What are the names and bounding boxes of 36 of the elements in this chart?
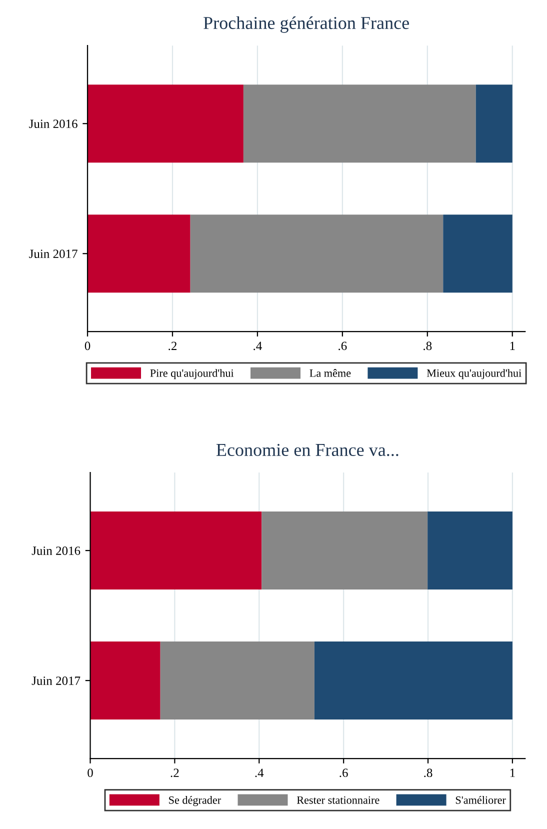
x-tick-label: 0 xyxy=(84,342,90,350)
legend-label: Mieux qu'aujourd'hui xyxy=(426,369,522,380)
bar xyxy=(443,214,512,293)
bar xyxy=(90,512,262,590)
y-tick-label: Juin 2017 xyxy=(29,250,78,258)
y-tick-label: Juin 2017 xyxy=(32,676,80,685)
legend-label: Rester stationnaire xyxy=(296,796,380,804)
chart-title: Economie en France va... xyxy=(216,444,398,456)
x-tick-label: 1 xyxy=(510,342,515,350)
x-tick-label: .2 xyxy=(170,768,179,778)
x-tick-label: .6 xyxy=(338,342,347,350)
x-tick-label: .6 xyxy=(340,768,348,778)
bar xyxy=(160,642,314,720)
bar xyxy=(476,84,512,163)
legend-label: S'améliorer xyxy=(456,796,506,804)
x-tick-label: 1 xyxy=(510,768,515,777)
bar xyxy=(90,642,160,720)
bar xyxy=(428,512,512,590)
y-tick-label: Juin 2016 xyxy=(29,120,78,128)
bar xyxy=(243,84,476,163)
x-tick-label: .8 xyxy=(424,342,432,350)
legend-label: Pire qu'aujourd'hui xyxy=(150,369,234,380)
x-tick-label: .2 xyxy=(168,342,176,350)
bar xyxy=(88,84,244,163)
x-tick-label: .4 xyxy=(255,768,264,778)
y-tick-label: Juin 2016 xyxy=(32,546,80,555)
legend-label: La même xyxy=(310,369,351,377)
chart-title: Prochaine génération France xyxy=(204,16,409,33)
bar xyxy=(314,642,512,720)
x-tick-label: .4 xyxy=(254,342,262,350)
legend-label: Se dégrader xyxy=(169,796,221,806)
bar xyxy=(88,214,190,293)
x-tick-label: .8 xyxy=(424,768,432,778)
bar xyxy=(262,512,428,590)
bar xyxy=(190,214,444,293)
x-tick-label: 0 xyxy=(88,768,93,778)
